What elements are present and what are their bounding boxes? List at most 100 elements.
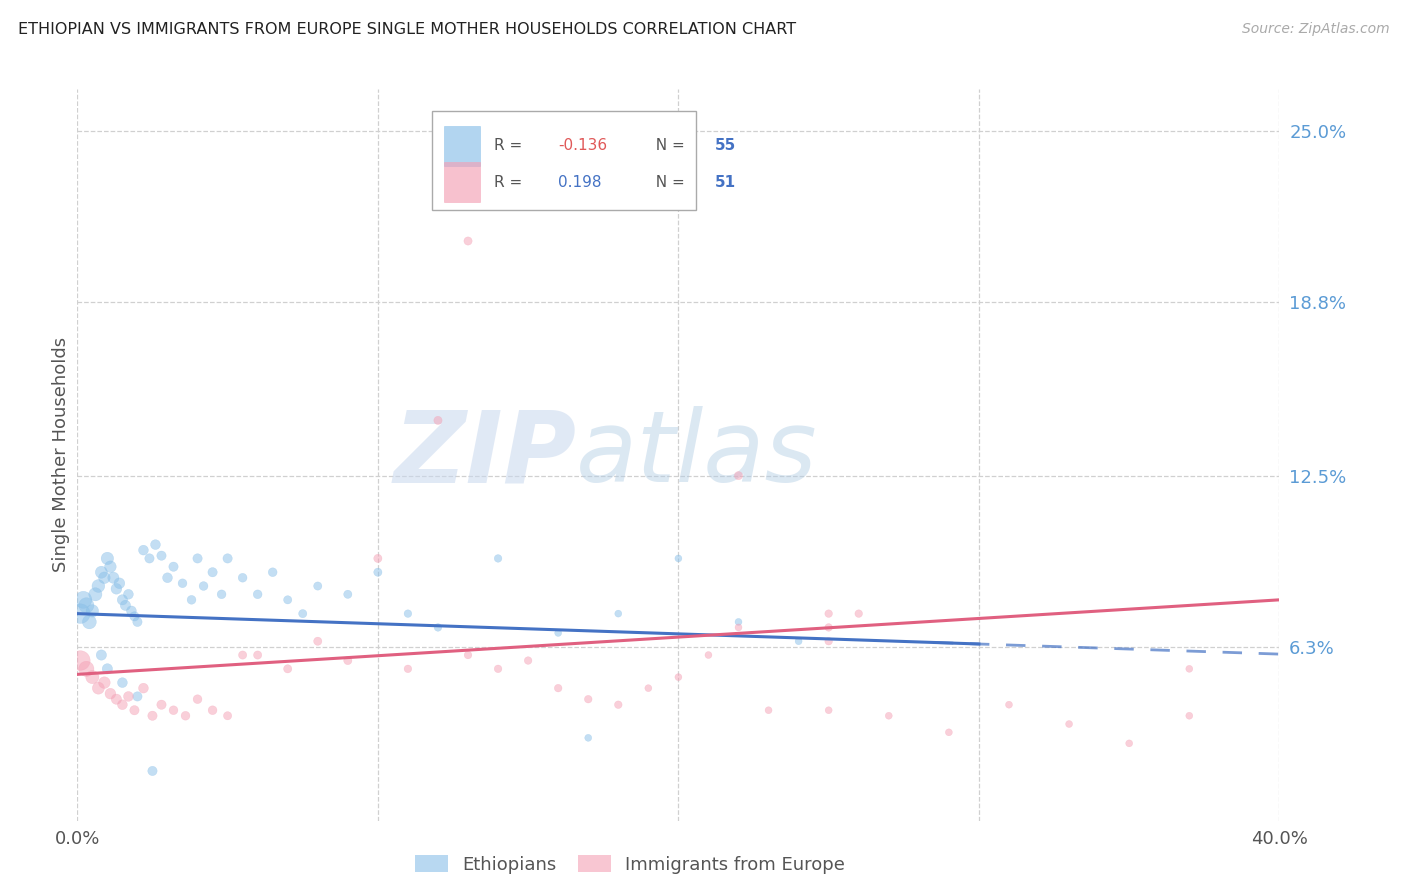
Legend: Ethiopians, Immigrants from Europe: Ethiopians, Immigrants from Europe <box>408 848 852 881</box>
Point <box>96 662 118 676</box>
Point <box>141 764 163 778</box>
Text: R =: R = <box>495 138 527 153</box>
Point <box>817 620 839 634</box>
Point <box>105 582 128 596</box>
Point <box>69 607 91 621</box>
Point <box>82 670 104 684</box>
Point <box>93 571 115 585</box>
Point <box>877 708 900 723</box>
Point <box>427 620 450 634</box>
Point <box>367 566 389 580</box>
Point <box>84 587 107 601</box>
Point <box>307 634 329 648</box>
Point <box>517 654 540 668</box>
Point <box>180 592 202 607</box>
Point <box>1057 717 1080 731</box>
Point <box>758 703 780 717</box>
Point <box>396 607 419 621</box>
Point <box>727 615 749 629</box>
Point <box>174 708 197 723</box>
Point <box>547 626 569 640</box>
Point <box>117 690 139 704</box>
Point <box>79 615 101 629</box>
Point <box>96 551 118 566</box>
Point <box>457 648 479 662</box>
Text: 0.198: 0.198 <box>558 175 602 190</box>
Point <box>75 599 97 613</box>
Point <box>232 648 254 662</box>
Point <box>108 576 131 591</box>
Point <box>427 413 450 427</box>
Point <box>111 592 134 607</box>
Point <box>697 648 720 662</box>
Bar <box>444 162 479 202</box>
Point <box>938 725 960 739</box>
Point <box>127 690 149 704</box>
Text: ETHIOPIAN VS IMMIGRANTS FROM EUROPE SINGLE MOTHER HOUSEHOLDS CORRELATION CHART: ETHIOPIAN VS IMMIGRANTS FROM EUROPE SING… <box>18 22 796 37</box>
Point <box>817 703 839 717</box>
Point <box>246 648 269 662</box>
Point <box>817 607 839 621</box>
Point <box>277 662 299 676</box>
Point <box>848 607 870 621</box>
Point <box>82 604 104 618</box>
Point <box>193 579 215 593</box>
Point <box>396 662 419 676</box>
Point <box>127 615 149 629</box>
Text: Source: ZipAtlas.com: Source: ZipAtlas.com <box>1241 22 1389 37</box>
Point <box>201 566 224 580</box>
Text: N =: N = <box>645 175 689 190</box>
Point <box>262 566 284 580</box>
Point <box>90 648 112 662</box>
Point <box>100 687 122 701</box>
Point <box>120 604 142 618</box>
Point <box>211 587 233 601</box>
Point <box>607 698 630 712</box>
Point <box>277 592 299 607</box>
Point <box>998 698 1021 712</box>
Point <box>132 681 155 695</box>
Point <box>787 634 810 648</box>
Point <box>141 708 163 723</box>
Point <box>232 571 254 585</box>
Point <box>124 609 146 624</box>
Point <box>367 551 389 566</box>
Point <box>103 571 125 585</box>
Point <box>607 607 630 621</box>
Y-axis label: Single Mother Households: Single Mother Households <box>52 337 70 573</box>
Point <box>117 587 139 601</box>
Point <box>336 587 359 601</box>
Text: ZIP: ZIP <box>394 407 576 503</box>
Point <box>637 681 659 695</box>
Point <box>727 620 749 634</box>
Point <box>150 549 173 563</box>
Point <box>336 654 359 668</box>
Point <box>145 538 167 552</box>
Point <box>150 698 173 712</box>
Point <box>69 654 91 668</box>
Point <box>668 551 690 566</box>
Point <box>156 571 179 585</box>
Point <box>111 698 134 712</box>
Point <box>105 692 128 706</box>
Point <box>75 662 97 676</box>
Point <box>138 551 160 566</box>
Point <box>114 599 136 613</box>
Point <box>111 675 134 690</box>
Point <box>547 681 569 695</box>
Point <box>291 607 314 621</box>
Point <box>172 576 194 591</box>
Point <box>100 559 122 574</box>
Point <box>124 703 146 717</box>
Point <box>307 579 329 593</box>
Point <box>87 681 110 695</box>
Point <box>93 675 115 690</box>
Point <box>817 634 839 648</box>
Point <box>132 543 155 558</box>
Point <box>72 592 94 607</box>
Point <box>162 703 184 717</box>
FancyBboxPatch shape <box>432 112 696 210</box>
Point <box>162 559 184 574</box>
Point <box>187 692 209 706</box>
Point <box>1118 736 1140 750</box>
